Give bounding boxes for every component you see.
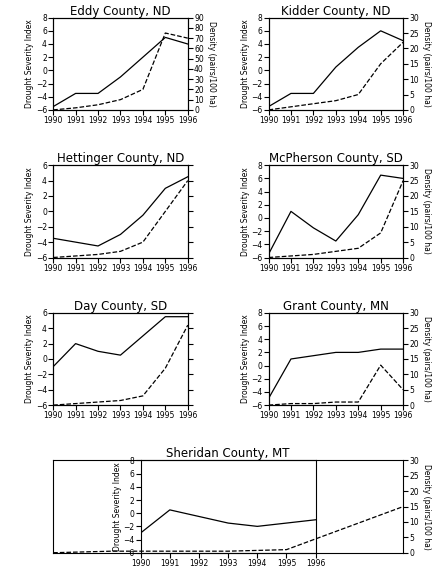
Title: Kidder County, ND: Kidder County, ND: [281, 5, 391, 18]
Y-axis label: Drought Severity Index: Drought Severity Index: [241, 19, 250, 108]
Y-axis label: Density (pairs/100 ha): Density (pairs/100 ha): [422, 168, 431, 255]
Y-axis label: Density (pairs/100 ha): Density (pairs/100 ha): [206, 21, 216, 106]
Y-axis label: Drought Severity Index: Drought Severity Index: [25, 19, 34, 108]
Y-axis label: Density (pairs/100 ha): Density (pairs/100 ha): [422, 21, 431, 106]
Y-axis label: Density (pairs/100 ha): Density (pairs/100 ha): [422, 464, 431, 550]
Title: Day County, SD: Day County, SD: [74, 300, 167, 313]
Y-axis label: Drought Severity Index: Drought Severity Index: [241, 315, 250, 403]
Y-axis label: Density (pairs/100 ha): Density (pairs/100 ha): [422, 316, 431, 402]
Y-axis label: Drought Severity Index: Drought Severity Index: [241, 167, 250, 256]
Y-axis label: Drought Severity Index: Drought Severity Index: [25, 315, 34, 403]
Title: Eddy County, ND: Eddy County, ND: [70, 5, 171, 18]
Title: Hettinger County, ND: Hettinger County, ND: [57, 152, 184, 165]
Y-axis label: Drought Severity Index: Drought Severity Index: [25, 167, 34, 256]
Title: McPherson County, SD: McPherson County, SD: [269, 152, 403, 165]
Title: Sheridan County, MT: Sheridan County, MT: [167, 447, 290, 460]
Y-axis label: Drought Severity Index: Drought Severity Index: [113, 462, 122, 551]
Title: Grant County, MN: Grant County, MN: [283, 300, 389, 313]
